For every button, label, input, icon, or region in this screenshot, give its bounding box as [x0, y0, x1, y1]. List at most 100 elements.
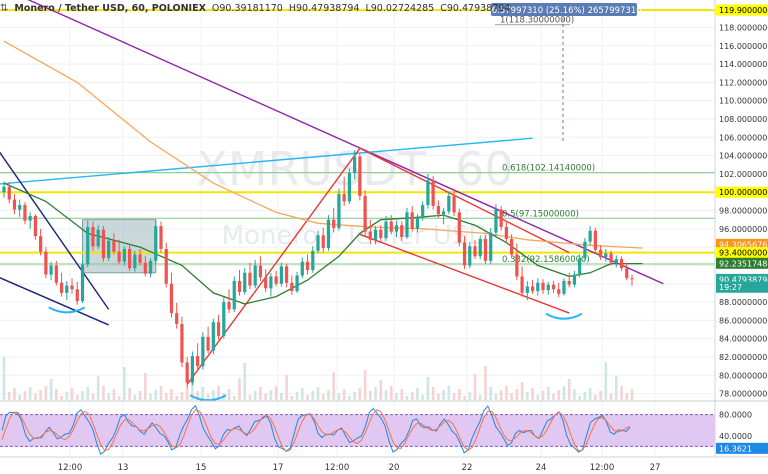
y-tick-label: 110.00000000	[719, 97, 768, 106]
ohlc-close: C90.47938794	[440, 2, 511, 14]
volume-bar	[149, 394, 152, 400]
candle-body	[201, 336, 205, 367]
candle-body	[311, 250, 315, 271]
x-tick-label: 20	[389, 463, 400, 473]
volume-bar	[280, 393, 283, 400]
candle-body	[86, 227, 90, 265]
candle-body	[91, 227, 95, 247]
candle-body	[520, 276, 524, 293]
volume-bar	[337, 393, 341, 400]
price-label-bg	[716, 4, 768, 16]
ohlc-low: L90.02724285	[365, 2, 435, 14]
volume-bar	[442, 390, 445, 400]
price-label: 94.30656762	[719, 240, 768, 249]
volume-bar	[437, 394, 440, 400]
candle-body	[447, 195, 451, 212]
volume-bar	[604, 362, 608, 400]
volume-bar	[384, 390, 388, 400]
volume-bar	[285, 375, 288, 400]
volume-bar	[133, 395, 137, 400]
candle-body	[190, 356, 195, 383]
volume-bars	[2, 357, 634, 400]
volume-bar	[426, 377, 430, 400]
candle-body	[530, 286, 535, 292]
candle-body	[80, 264, 85, 302]
candle-body	[572, 274, 577, 285]
volume-bar	[290, 396, 294, 400]
y-tick-label: 104.00000000	[719, 152, 768, 161]
candle-body	[112, 240, 116, 252]
candle-body	[332, 219, 336, 228]
volume-bar	[358, 388, 362, 400]
candle-body	[54, 265, 58, 283]
price-label: 92.23517488	[719, 259, 768, 268]
volume-bar	[468, 392, 472, 400]
fib-label: 0.382(92.15860000)	[502, 255, 590, 265]
price-label: 93.40000000	[719, 249, 768, 258]
volume-bar	[264, 394, 267, 400]
candle-body	[347, 172, 352, 202]
x-tick-label: 12:00	[325, 463, 350, 473]
candle-body	[583, 241, 587, 259]
volume-bar	[499, 390, 503, 400]
volume-bar	[227, 389, 231, 400]
candle-body	[379, 229, 383, 238]
y-tick-label: 116.00000000	[719, 42, 768, 51]
candle-body	[232, 281, 236, 310]
volume-bar	[405, 396, 409, 400]
volume-bar	[117, 396, 121, 400]
candle-body	[107, 240, 111, 259]
candle-body	[431, 180, 435, 206]
x-tick-label: 22	[462, 463, 473, 473]
volume-bar	[159, 386, 163, 400]
volume-bar	[70, 388, 74, 400]
candle-body	[373, 229, 378, 240]
candle-body	[295, 275, 299, 292]
volume-bar	[86, 387, 90, 400]
volume-bar	[489, 387, 492, 400]
volume-bar	[170, 389, 173, 400]
y-tick-label: 98.00000000	[719, 207, 768, 216]
volume-bar	[578, 396, 581, 400]
candle-body	[39, 236, 43, 252]
volume-bar	[562, 386, 566, 400]
y-tick-label: 114.00000000	[719, 60, 768, 69]
candle-body	[578, 258, 582, 275]
candle-body	[368, 231, 372, 240]
volume-bar	[400, 389, 404, 400]
volume-bar	[91, 394, 95, 400]
price-label-bg	[716, 238, 768, 250]
stoch-k-line	[1, 404, 631, 456]
candle-body	[405, 212, 409, 238]
candle-body	[473, 246, 477, 257]
measure-label: 26.57997310 (25.16%) 2657997310	[486, 6, 641, 16]
candle-body	[510, 238, 514, 255]
volume-bar	[2, 357, 6, 400]
volume-bar	[144, 373, 147, 400]
stoch-last-label: 16.3621	[719, 444, 752, 453]
candle-body	[258, 265, 263, 278]
stoch-band	[0, 414, 715, 447]
candle-body	[122, 248, 126, 262]
x-tick-label: 12:00	[58, 463, 83, 473]
volume-bar	[248, 395, 252, 400]
candle-body	[269, 276, 273, 289]
volume-bar	[316, 387, 320, 400]
trendline	[27, 0, 664, 285]
volume-bar	[321, 394, 325, 400]
volume-bar	[410, 392, 414, 400]
volume-bar	[138, 391, 142, 400]
candle-body	[499, 209, 503, 228]
volume-bar	[175, 396, 178, 400]
candle-body	[175, 313, 179, 325]
candle-body	[541, 282, 545, 291]
volume-bar	[55, 389, 58, 400]
volume-bar	[505, 386, 508, 400]
menu-icon[interactable]: ⇅	[0, 2, 9, 14]
ohlc-open: O90.39181170	[211, 2, 283, 14]
volume-bar	[44, 386, 48, 400]
candle-body	[7, 186, 11, 200]
candle-body	[65, 285, 69, 293]
volume-bar	[306, 395, 309, 400]
